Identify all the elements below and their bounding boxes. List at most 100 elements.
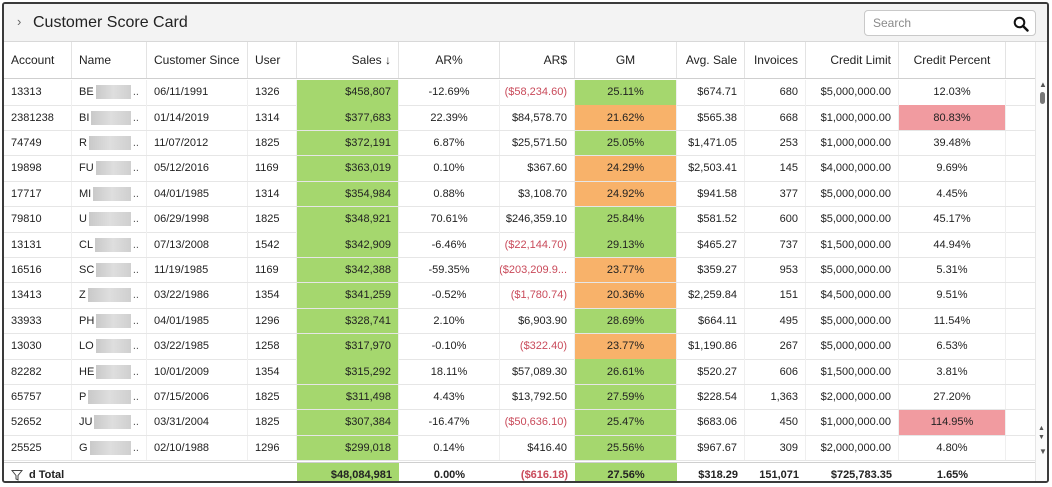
footer-scroll-down-icon[interactable]: ▼ [1038, 434, 1045, 441]
footer-scroll-up-icon[interactable]: ▲ [1038, 425, 1045, 432]
cell-account: 17717 [4, 181, 72, 207]
cell-name: BE.. [72, 80, 147, 105]
cell-gm: 23.77% [575, 257, 677, 283]
cell-name: MI.. [72, 181, 147, 207]
cell-user: 1296 [248, 435, 297, 461]
column-header-customer-since[interactable]: Customer Since [147, 42, 248, 78]
chevron-right-icon[interactable]: › [17, 14, 22, 29]
cell-credit-limit: $5,000,000.00 [806, 80, 899, 105]
table-header-row: Account Name Customer Since User Sales ↓ AR% A… [4, 42, 1035, 79]
search-input[interactable] [873, 15, 1013, 31]
truncation-marker: .. [132, 289, 139, 302]
scrollbar-thumb[interactable] [1040, 92, 1045, 104]
cell-avg-sale: $967.67 [677, 435, 745, 461]
column-header-ar-percent[interactable]: AR% [399, 42, 500, 78]
cell-ar-dollar: ($50,636.10) [500, 410, 575, 435]
cell-account: 65757 [4, 384, 72, 410]
column-header-credit-limit[interactable]: Credit Limit [806, 42, 899, 78]
cell-account: 13413 [4, 283, 72, 308]
truncation-marker: .. [132, 365, 139, 378]
total-credit-limit: $725,783.35 [830, 468, 892, 481]
cell-user: 1825 [248, 207, 297, 232]
table-row[interactable]: 82282 HE.. 10/01/2009 1354 $315,292 18.11% $57… [4, 359, 1035, 385]
column-header-gm[interactable]: GM [575, 42, 677, 78]
cell-ar-dollar: ($322.40) [500, 334, 575, 359]
cell-gm: 28.69% [575, 308, 677, 334]
cell-ar-dollar: $3,108.70 [500, 181, 575, 207]
scroll-up-icon[interactable]: ▲ [1039, 80, 1047, 89]
column-header-ar-dollar[interactable]: AR$ [500, 42, 575, 78]
cell-sales: $458,807 [297, 80, 399, 105]
table-row[interactable]: 74749 R.. 11/07/2012 1825 $372,191 6.87% $25,5… [4, 130, 1035, 157]
cell-gm: 29.13% [575, 232, 677, 257]
column-header-account[interactable]: Account [4, 42, 72, 78]
truncation-marker: .. [132, 264, 139, 277]
column-header-invoices[interactable]: Invoices [745, 42, 806, 78]
column-header-name[interactable]: Name [72, 42, 147, 78]
cell-user: 1326 [248, 80, 297, 105]
truncation-marker: .. [132, 391, 139, 404]
redacted-name-blur [88, 390, 131, 405]
table-row[interactable]: 13313 BE.. 06/11/1991 1326 $458,807 -12.69% ($… [4, 80, 1035, 106]
table-row[interactable]: 52652 JU.. 03/31/2004 1825 $307,384 -16.47% ($… [4, 410, 1035, 436]
table-row[interactable]: 17717 MI.. 04/01/1985 1314 $354,984 0.88% $3,1… [4, 181, 1035, 208]
truncation-marker: .. [132, 416, 139, 429]
table-row[interactable]: 13030 LO.. 03/22/1985 1258 $317,970 -0.10% ($3… [4, 334, 1035, 360]
search-icon[interactable] [1013, 16, 1029, 32]
cell-account: 33933 [4, 308, 72, 334]
vertical-scrollbar[interactable]: ▲ ▼ [1035, 42, 1047, 481]
cell-customer-since: 02/10/1988 [147, 435, 248, 461]
cell-ar-dollar: $84,578.70 [500, 105, 575, 130]
cell-ar-percent: 0.10% [399, 156, 500, 181]
cell-avg-sale: $674.71 [677, 80, 745, 105]
cell-invoices: 145 [745, 156, 806, 181]
scroll-down-icon[interactable]: ▼ [1039, 447, 1047, 456]
cell-credit-percent: 114.95% [899, 410, 1006, 435]
table-row[interactable]: 19898 FU.. 05/12/2016 1169 $363,019 0.10% $367… [4, 156, 1035, 182]
table-row[interactable]: 65757 P.. 07/15/2006 1825 $311,498 4.43% $13,7… [4, 384, 1035, 411]
cell-customer-since: 03/31/2004 [147, 410, 248, 435]
cell-avg-sale: $228.54 [677, 384, 745, 410]
column-header-credit-percent[interactable]: Credit Percent [899, 42, 1006, 78]
column-header-user[interactable]: User [248, 42, 297, 78]
table-row[interactable]: 25525 G.. 02/10/1988 1296 $299,018 0.14% $416.… [4, 435, 1035, 462]
customer-name-prefix: JU [79, 416, 93, 429]
cell-ar-dollar: ($58,234.60) [500, 80, 575, 105]
cell-avg-sale: $1,471.05 [677, 130, 745, 156]
cell-credit-percent: 4.80% [899, 435, 1006, 461]
cell-ar-percent: 0.14% [399, 435, 500, 461]
column-header-sales[interactable]: Sales ↓ [297, 42, 399, 78]
cell-sales: $377,683 [297, 105, 399, 130]
cell-customer-since: 11/07/2012 [147, 130, 248, 156]
cell-gm: 24.29% [575, 156, 677, 181]
filter-icon[interactable] [11, 469, 23, 481]
cell-credit-limit: $2,000,000.00 [806, 384, 899, 410]
table-row[interactable]: 13131 CL.. 07/13/2008 1542 $342,909 -6.46% ($2… [4, 232, 1035, 258]
table-row[interactable]: 33933 PH.. 04/01/1985 1296 $328,741 2.10% $6,9… [4, 308, 1035, 335]
cell-credit-percent: 3.81% [899, 359, 1006, 384]
cell-ar-dollar: $6,903.90 [500, 308, 575, 334]
cell-sales: $348,921 [297, 207, 399, 232]
table-row[interactable]: 2381238 BI.. 01/14/2019 1314 $377,683 22.39% $… [4, 105, 1035, 131]
cell-gm: 25.11% [575, 80, 677, 105]
customer-name-prefix: CL [79, 238, 94, 251]
footer-scrollbar[interactable]: ▲ ▼ [1035, 422, 1047, 445]
table-row[interactable]: 13413 Z.. 03/22/1986 1354 $341,259 -0.52% ($1,… [4, 283, 1035, 309]
redacted-name-blur [88, 212, 131, 227]
search-box[interactable] [864, 10, 1036, 36]
cell-sales: $311,498 [297, 384, 399, 410]
column-header-avg-sale[interactable]: Avg. Sale [677, 42, 745, 78]
cell-ar-percent: 18.11% [399, 359, 500, 384]
cell-sales: $307,384 [297, 410, 399, 435]
cell-account: 16516 [4, 257, 72, 283]
cell-ar-percent: 6.87% [399, 130, 500, 156]
table-row[interactable]: 16516 SC.. 11/19/1985 1169 $342,388 -59.35% ($… [4, 257, 1035, 284]
customer-name-prefix: LO [79, 340, 94, 353]
cell-sales: $328,741 [297, 308, 399, 334]
cell-credit-limit: $1,500,000.00 [806, 359, 899, 384]
truncation-marker: .. [132, 86, 139, 99]
cell-customer-since: 04/01/1985 [147, 308, 248, 334]
table-row[interactable]: 79810 U.. 06/29/1998 1825 $348,921 70.61% $246… [4, 207, 1035, 233]
redacted-name-blur [95, 237, 131, 252]
cell-ar-dollar: ($1,780.74) [500, 283, 575, 308]
